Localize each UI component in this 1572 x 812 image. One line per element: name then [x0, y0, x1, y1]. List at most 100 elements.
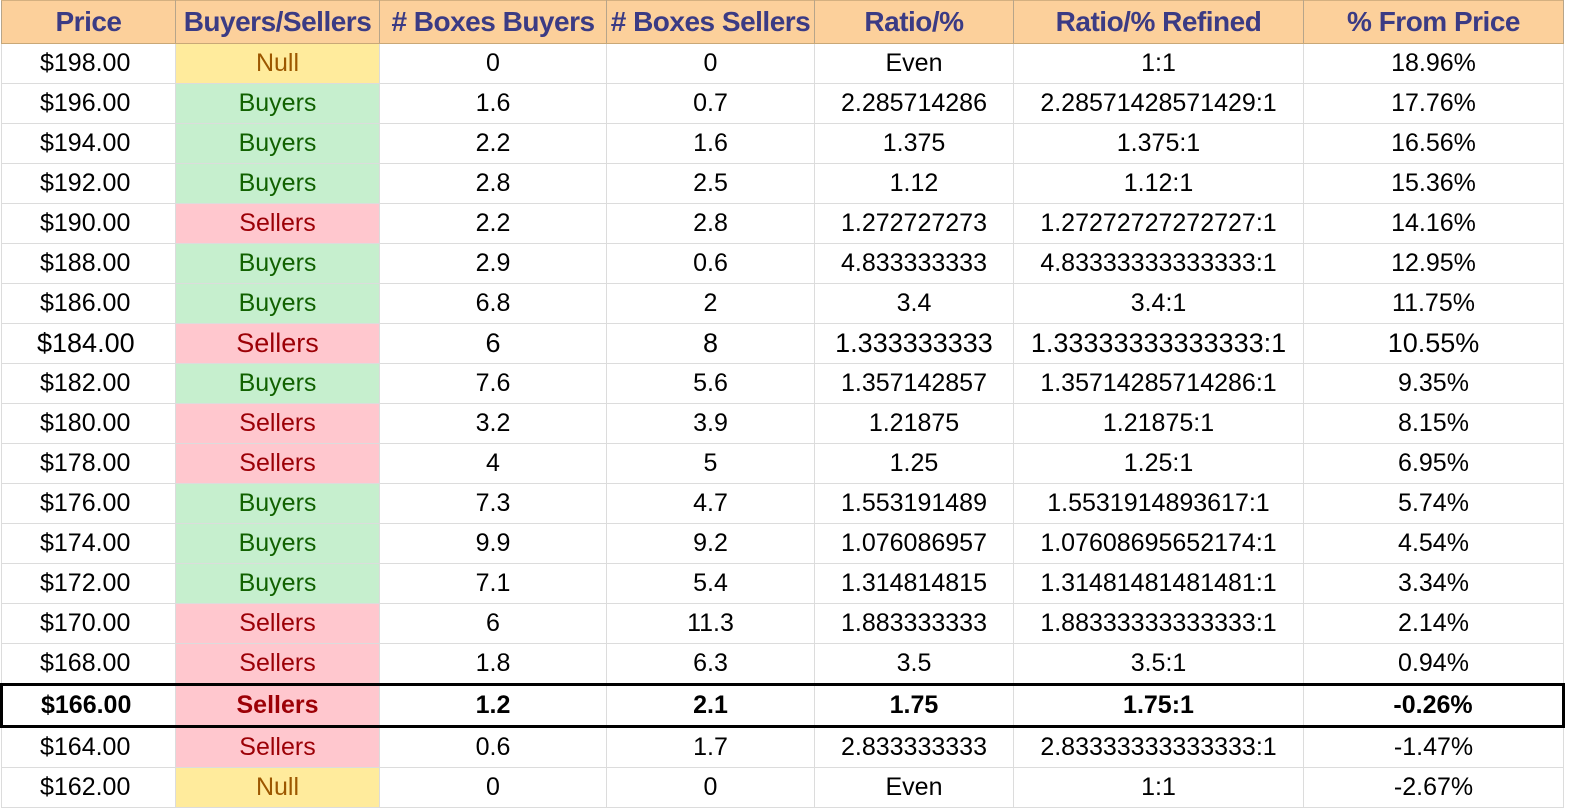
boxes-buyers-cell[interactable]: 9.9 [379, 523, 607, 564]
boxes-buyers-cell[interactable]: 6 [379, 323, 607, 364]
buyers-sellers-cell[interactable]: Sellers [175, 683, 380, 728]
ratio-refined-cell[interactable]: 1.35714285714286:1 [1013, 363, 1304, 404]
ratio-refined-cell[interactable]: 2.28571428571429:1 [1013, 83, 1304, 124]
pct-from-price-cell[interactable]: 6.95% [1303, 443, 1564, 484]
boxes-sellers-cell[interactable]: 1.7 [606, 726, 815, 768]
column-header-buyers-sellers[interactable]: Buyers/Sellers [175, 0, 380, 44]
price-cell[interactable]: $180.00 [1, 403, 176, 444]
ratio-refined-cell[interactable]: 3.4:1 [1013, 283, 1304, 324]
buyers-sellers-cell[interactable]: Sellers [175, 403, 380, 444]
boxes-buyers-cell[interactable]: 6 [379, 603, 607, 644]
boxes-buyers-cell[interactable]: 1.8 [379, 643, 607, 685]
ratio-cell[interactable]: 2.285714286 [814, 83, 1014, 124]
ratio-refined-cell[interactable]: 1.07608695652174:1 [1013, 523, 1304, 564]
boxes-sellers-cell[interactable]: 2.8 [606, 203, 815, 244]
column-header-ratio-refined[interactable]: Ratio/% Refined [1013, 0, 1304, 44]
buyers-sellers-cell[interactable]: Buyers [175, 283, 380, 324]
boxes-buyers-cell[interactable]: 0 [379, 767, 607, 808]
ratio-cell[interactable]: 1.21875 [814, 403, 1014, 444]
boxes-sellers-cell[interactable]: 6.3 [606, 643, 815, 685]
ratio-refined-cell[interactable]: 3.5:1 [1013, 643, 1304, 685]
price-cell[interactable]: $164.00 [1, 726, 176, 768]
boxes-sellers-cell[interactable]: 0 [606, 767, 815, 808]
ratio-cell[interactable]: 3.5 [814, 643, 1014, 685]
ratio-refined-cell[interactable]: 2.83333333333333:1 [1013, 726, 1304, 768]
pct-from-price-cell[interactable]: 14.16% [1303, 203, 1564, 244]
price-cell[interactable]: $190.00 [1, 203, 176, 244]
pct-from-price-cell[interactable]: 0.94% [1303, 643, 1564, 685]
boxes-sellers-cell[interactable]: 4.7 [606, 483, 815, 524]
boxes-buyers-cell[interactable]: 0 [379, 43, 607, 84]
column-header-ratio[interactable]: Ratio/% [814, 0, 1014, 44]
boxes-sellers-cell[interactable]: 2.1 [606, 683, 815, 728]
pct-from-price-cell[interactable]: 10.55% [1303, 323, 1564, 364]
boxes-buyers-cell[interactable]: 2.2 [379, 203, 607, 244]
ratio-refined-cell[interactable]: 1:1 [1013, 767, 1304, 808]
ratio-refined-cell[interactable]: 1.33333333333333:1 [1013, 323, 1304, 364]
pct-from-price-cell[interactable]: 4.54% [1303, 523, 1564, 564]
price-cell[interactable]: $186.00 [1, 283, 176, 324]
price-cell[interactable]: $174.00 [1, 523, 176, 564]
column-header-boxes-sellers[interactable]: # Boxes Sellers [606, 0, 815, 44]
column-header-boxes-buyers[interactable]: # Boxes Buyers [379, 0, 607, 44]
boxes-sellers-cell[interactable]: 2.5 [606, 163, 815, 204]
ratio-cell[interactable]: 3.4 [814, 283, 1014, 324]
pct-from-price-cell[interactable]: 18.96% [1303, 43, 1564, 84]
boxes-buyers-cell[interactable]: 7.3 [379, 483, 607, 524]
buyers-sellers-cell[interactable]: Buyers [175, 563, 380, 604]
ratio-cell[interactable]: 1.25 [814, 443, 1014, 484]
price-cell[interactable]: $194.00 [1, 123, 176, 164]
buyers-sellers-cell[interactable]: Buyers [175, 83, 380, 124]
pct-from-price-cell[interactable]: -1.47% [1303, 726, 1564, 768]
ratio-cell[interactable]: 1.076086957 [814, 523, 1014, 564]
buyers-sellers-cell[interactable]: Sellers [175, 443, 380, 484]
boxes-sellers-cell[interactable]: 8 [606, 323, 815, 364]
buyers-sellers-cell[interactable]: Sellers [175, 603, 380, 644]
ratio-refined-cell[interactable]: 1.375:1 [1013, 123, 1304, 164]
boxes-buyers-cell[interactable]: 6.8 [379, 283, 607, 324]
boxes-sellers-cell[interactable]: 5 [606, 443, 815, 484]
ratio-cell[interactable]: 1.333333333 [814, 323, 1014, 364]
boxes-sellers-cell[interactable]: 0 [606, 43, 815, 84]
price-cell[interactable]: $188.00 [1, 243, 176, 284]
price-cell[interactable]: $182.00 [1, 363, 176, 404]
pct-from-price-cell[interactable]: 2.14% [1303, 603, 1564, 644]
pct-from-price-cell[interactable]: 5.74% [1303, 483, 1564, 524]
boxes-buyers-cell[interactable]: 1.6 [379, 83, 607, 124]
boxes-buyers-cell[interactable]: 7.1 [379, 563, 607, 604]
boxes-sellers-cell[interactable]: 11.3 [606, 603, 815, 644]
pct-from-price-cell[interactable]: 9.35% [1303, 363, 1564, 404]
price-cell[interactable]: $196.00 [1, 83, 176, 124]
ratio-refined-cell[interactable]: 4.83333333333333:1 [1013, 243, 1304, 284]
ratio-refined-cell[interactable]: 1.27272727272727:1 [1013, 203, 1304, 244]
ratio-cell[interactable]: 1.75 [814, 683, 1014, 728]
boxes-buyers-cell[interactable]: 2.8 [379, 163, 607, 204]
boxes-sellers-cell[interactable]: 5.6 [606, 363, 815, 404]
buyers-sellers-cell[interactable]: Sellers [175, 323, 380, 364]
ratio-cell[interactable]: 1.883333333 [814, 603, 1014, 644]
boxes-buyers-cell[interactable]: 3.2 [379, 403, 607, 444]
ratio-cell[interactable]: Even [814, 43, 1014, 84]
price-cell[interactable]: $162.00 [1, 767, 176, 808]
price-cell[interactable]: $170.00 [1, 603, 176, 644]
pct-from-price-cell[interactable]: 12.95% [1303, 243, 1564, 284]
pct-from-price-cell[interactable]: -2.67% [1303, 767, 1564, 808]
boxes-buyers-cell[interactable]: 0.6 [379, 726, 607, 768]
boxes-sellers-cell[interactable]: 3.9 [606, 403, 815, 444]
buyers-sellers-cell[interactable]: Buyers [175, 363, 380, 404]
price-cell[interactable]: $198.00 [1, 43, 176, 84]
pct-from-price-cell[interactable]: 3.34% [1303, 563, 1564, 604]
buyers-sellers-cell[interactable]: Buyers [175, 523, 380, 564]
price-cell[interactable]: $176.00 [1, 483, 176, 524]
price-cell[interactable]: $168.00 [1, 643, 176, 685]
buyers-sellers-cell[interactable]: Sellers [175, 203, 380, 244]
boxes-buyers-cell[interactable]: 7.6 [379, 363, 607, 404]
ratio-cell[interactable]: 1.375 [814, 123, 1014, 164]
boxes-sellers-cell[interactable]: 2 [606, 283, 815, 324]
ratio-refined-cell[interactable]: 1.88333333333333:1 [1013, 603, 1304, 644]
ratio-cell[interactable]: 1.272727273 [814, 203, 1014, 244]
ratio-refined-cell[interactable]: 1.12:1 [1013, 163, 1304, 204]
boxes-buyers-cell[interactable]: 2.9 [379, 243, 607, 284]
pct-from-price-cell[interactable]: 17.76% [1303, 83, 1564, 124]
boxes-buyers-cell[interactable]: 2.2 [379, 123, 607, 164]
